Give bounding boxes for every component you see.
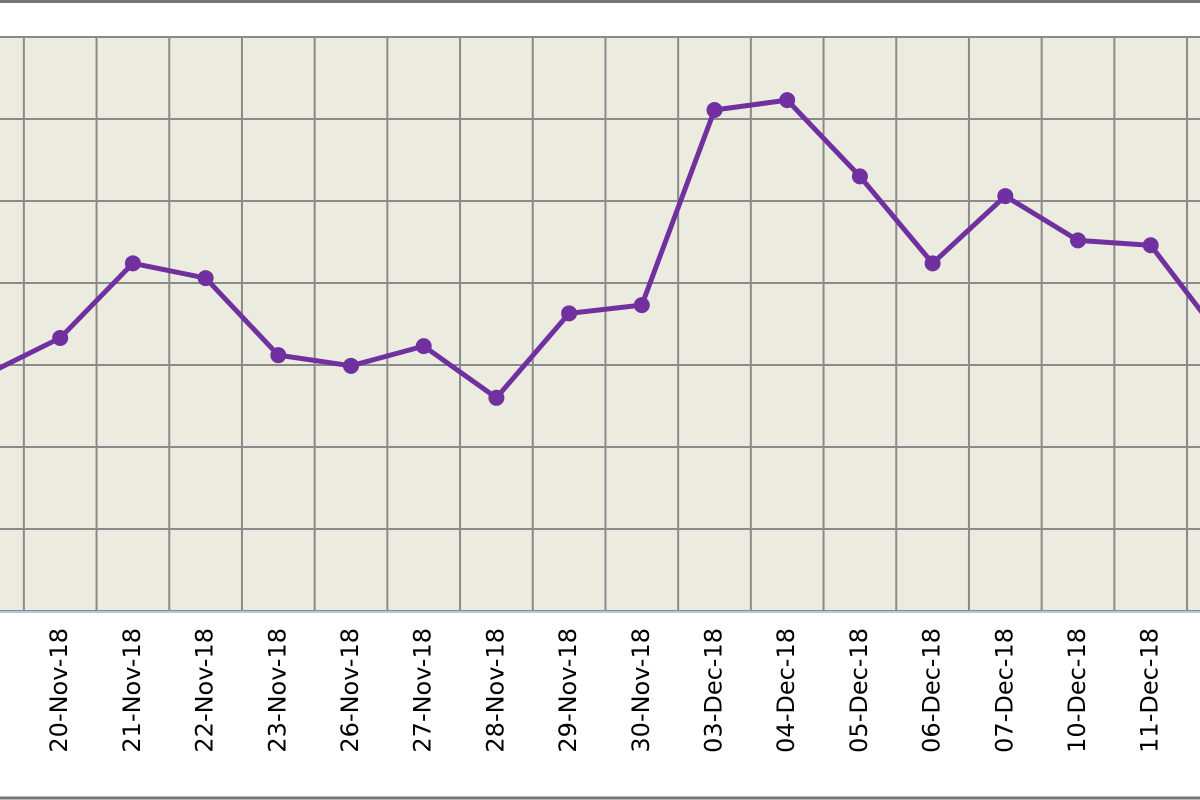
x-tick-label: 11-Dec-18: [1136, 628, 1164, 753]
data-point: [633, 297, 650, 314]
x-tick-label: 10-Dec-18: [1063, 628, 1091, 753]
data-point: [488, 389, 505, 406]
x-axis: 20-Nov-18 21-Nov-18 22-Nov-18 23-Nov-18 26-N…: [45, 628, 1164, 753]
x-tick-label: 06-Dec-18: [918, 628, 946, 753]
data-point: [851, 168, 868, 185]
x-tick-label: 20-Nov-18: [45, 628, 73, 753]
series-line: [0, 97, 1200, 401]
x-tick-label: 30-Nov-18: [627, 628, 655, 753]
data-point: [270, 347, 287, 364]
data-point: [779, 92, 796, 109]
data-point: [997, 188, 1014, 205]
data-point: [415, 338, 432, 355]
x-tick-label: 22-Nov-18: [191, 628, 219, 753]
data-point: [52, 329, 69, 346]
data-point: [343, 357, 359, 374]
x-tick-label: 28-Nov-18: [481, 628, 509, 753]
data-point: [197, 270, 214, 287]
data-point: [1142, 237, 1159, 254]
data-point: [561, 305, 578, 322]
x-tick-label: 05-Dec-18: [845, 628, 873, 753]
data-point: [706, 101, 723, 118]
data-point: [124, 255, 141, 272]
x-tick-label: 04-Dec-18: [772, 628, 800, 753]
series: [0, 92, 1200, 406]
x-tick-label: 26-Nov-18: [336, 628, 364, 753]
plot-area: [0, 37, 1200, 611]
x-tick-label: 29-Nov-18: [554, 628, 582, 753]
x-tick-label: 03-Dec-18: [700, 628, 728, 753]
x-tick-label: 23-Nov-18: [263, 628, 291, 753]
x-tick-label: 27-Nov-18: [409, 628, 437, 753]
x-tick-label: 21-Nov-18: [118, 628, 146, 753]
x-tick-label: 07-Dec-18: [990, 628, 1018, 753]
data-point: [924, 255, 941, 272]
data-point: [1070, 232, 1086, 249]
